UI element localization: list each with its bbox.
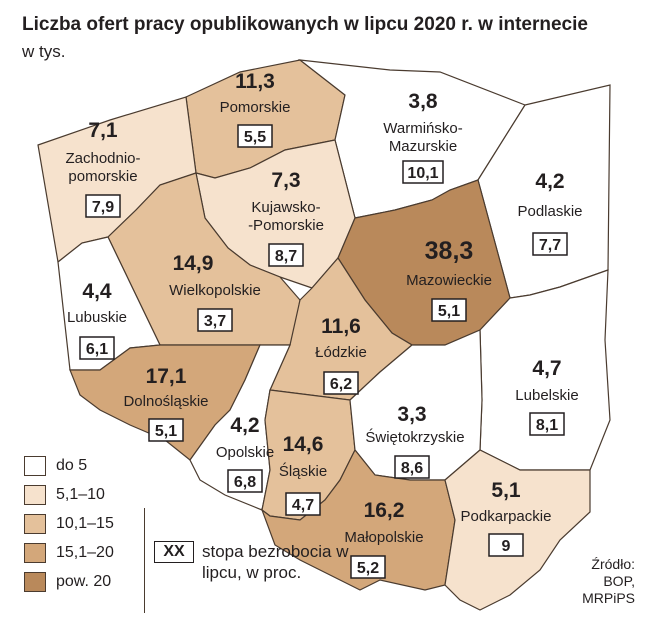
unemployment-box-małopolskie: 5,2 bbox=[350, 555, 386, 579]
offers-value-wielkopolskie: 14,9 bbox=[173, 252, 214, 275]
source-line-1: BOP, bbox=[603, 573, 635, 589]
offers-value-warmińsko-mazurskie: 3,8 bbox=[408, 90, 438, 113]
unemployment-value-mazowieckie: 5,1 bbox=[438, 303, 460, 320]
unemployment-value-opolskie: 6,8 bbox=[234, 474, 256, 491]
region-name-lubelskie: Lubelskie bbox=[515, 387, 578, 404]
offers-value-dolnośląskie: 17,1 bbox=[146, 365, 187, 388]
region-name-zachodnio-pomorskie: Zachodnio-pomorskie bbox=[65, 150, 140, 185]
region-name-dolnośląskie: Dolnośląskie bbox=[123, 393, 208, 410]
offers-value-kujawsko-pomorskie: 7,3 bbox=[271, 169, 300, 192]
unemployment-box-lubuskie: 6,1 bbox=[79, 336, 115, 360]
offers-value-mazowieckie: 38,3 bbox=[425, 237, 474, 265]
offers-value-podkarpackie: 5,1 bbox=[491, 479, 521, 502]
unemployment-box-świętokrzyskie: 8,6 bbox=[394, 455, 430, 479]
unemployment-value-lubuskie: 6,1 bbox=[86, 341, 108, 358]
map-title: Liczba ofert pracy opublikowanych w lipc… bbox=[22, 14, 588, 35]
region-shape-podkarpackie bbox=[444, 449, 591, 611]
unemployment-box-zachodnio-pomorskie: 7,9 bbox=[85, 194, 121, 218]
unemployment-box-warmińsko-mazurskie: 10,1 bbox=[402, 160, 444, 184]
unemployment-value-podkarpackie: 9 bbox=[502, 538, 511, 555]
unemployment-box-wielkopolskie: 3,7 bbox=[197, 308, 233, 332]
offers-value-świętokrzyskie: 3,3 bbox=[397, 403, 426, 426]
unemployment-box-śląskie: 4,7 bbox=[285, 492, 321, 516]
legend-swatch bbox=[24, 456, 46, 476]
unemployment-box-podlaskie: 7,7 bbox=[532, 232, 568, 256]
legend-swatch bbox=[24, 485, 46, 505]
offers-value-zachodnio-pomorskie: 7,1 bbox=[88, 119, 118, 142]
region-name-łódzkie: Łódzkie bbox=[315, 344, 367, 361]
unemployment-value-wielkopolskie: 3,7 bbox=[204, 313, 226, 330]
legend-label: do 5 bbox=[56, 457, 88, 474]
unemployment-box-mazowieckie: 5,1 bbox=[431, 298, 467, 322]
region-name-świętokrzyskie: Świętokrzyskie bbox=[365, 428, 464, 446]
unemployment-value-podlaskie: 7,7 bbox=[539, 237, 561, 254]
region-name-podlaskie: Podlaskie bbox=[517, 203, 582, 220]
unemployment-key-text: stopa bezrobocia w lipcu, w proc. bbox=[202, 542, 349, 582]
offers-value-podlaskie: 4,2 bbox=[535, 170, 564, 193]
offers-value-łódzkie: 11,6 bbox=[321, 315, 361, 338]
offers-value-lubuskie: 4,4 bbox=[82, 280, 112, 303]
legend-swatch bbox=[24, 572, 46, 592]
legend-swatch bbox=[24, 543, 46, 563]
region-podkarpackie bbox=[444, 449, 591, 611]
region-name-śląskie: Śląskie bbox=[279, 462, 327, 480]
region-name-podkarpackie: Podkarpackie bbox=[461, 508, 552, 525]
region-name-pomorskie: Pomorskie bbox=[220, 99, 291, 116]
unemployment-box-podkarpackie: 9 bbox=[488, 533, 524, 557]
unemployment-box-kujawsko-pomorskie: 8,7 bbox=[268, 243, 304, 267]
source-note: Źródło: BOP, MRPiPS bbox=[582, 556, 635, 607]
unemployment-value-śląskie: 4,7 bbox=[292, 497, 314, 514]
region-name-wielkopolskie: Wielkopolskie bbox=[169, 282, 261, 299]
region-name-warmińsko-mazurskie: Warmińsko-Mazurskie bbox=[383, 120, 462, 155]
offers-value-lubelskie: 4,7 bbox=[532, 357, 561, 380]
legend-label: 15,1–20 bbox=[56, 544, 114, 561]
unemployment-box-lubelskie: 8,1 bbox=[529, 412, 565, 436]
region-name-mazowieckie: Mazowieckie bbox=[406, 272, 492, 289]
region-name-małopolskie: Małopolskie bbox=[344, 529, 423, 546]
unemployment-box-łódzkie: 6,2 bbox=[323, 371, 359, 395]
region-name-kujawsko-pomorskie: Kujawsko--Pomorskie bbox=[248, 199, 324, 234]
unemployment-value-lubelskie: 8,1 bbox=[536, 417, 558, 434]
unemployment-box-dolnośląskie: 5,1 bbox=[148, 418, 184, 442]
offers-value-śląskie: 14,6 bbox=[283, 433, 324, 456]
unemployment-value-warmińsko-mazurskie: 10,1 bbox=[407, 165, 438, 182]
legend-swatch bbox=[24, 514, 46, 534]
unemployment-value-dolnośląskie: 5,1 bbox=[155, 423, 177, 440]
offers-value-opolskie: 4,2 bbox=[230, 414, 259, 437]
unemployment-value-zachodnio-pomorskie: 7,9 bbox=[92, 199, 114, 216]
unemployment-value-świętokrzyskie: 8,6 bbox=[401, 460, 423, 477]
source-line-2: MRPiPS bbox=[582, 590, 635, 606]
source-label: Źródło: bbox=[591, 556, 635, 572]
map-subtitle: w tys. bbox=[22, 42, 66, 61]
offers-value-pomorskie: 11,3 bbox=[235, 70, 275, 93]
unemployment-box-opolskie: 6,8 bbox=[227, 469, 263, 493]
unemployment-key-box: XX bbox=[154, 541, 194, 563]
region-name-opolskie: Opolskie bbox=[216, 444, 274, 461]
region-name-lubuskie: Lubuskie bbox=[67, 309, 127, 326]
unemployment-box-pomorskie: 5,5 bbox=[237, 124, 273, 148]
legend-label: pow. 20 bbox=[56, 573, 112, 590]
legend-divider bbox=[144, 508, 145, 613]
legend-label: 10,1–15 bbox=[56, 515, 114, 532]
unemployment-value-małopolskie: 5,2 bbox=[357, 560, 379, 577]
offers-value-małopolskie: 16,2 bbox=[364, 499, 405, 522]
unemployment-value-łódzkie: 6,2 bbox=[330, 376, 352, 393]
unemployment-value-pomorskie: 5,5 bbox=[244, 129, 266, 146]
unemployment-value-kujawsko-pomorskie: 8,7 bbox=[275, 248, 297, 265]
legend-label: 5,1–10 bbox=[56, 486, 105, 503]
